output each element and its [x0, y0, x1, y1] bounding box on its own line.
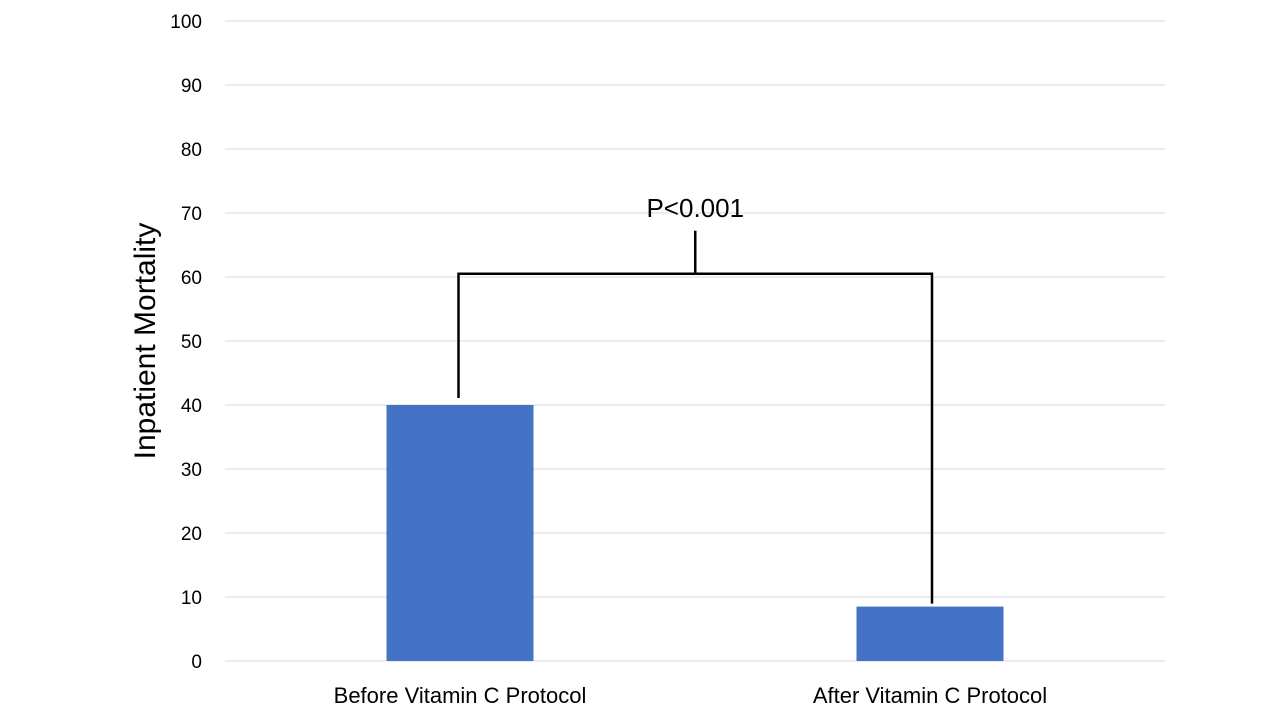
y-tick-label: 20	[181, 524, 202, 545]
y-axis-title: Inpatient Mortality	[129, 223, 162, 460]
y-tick-label: 90	[181, 76, 202, 97]
bar	[386, 405, 534, 661]
significance-bracket	[457, 230, 934, 604]
y-tick-label: 80	[181, 140, 202, 161]
x-axis-categories: Before Vitamin C Protocol After Vitamin C…	[334, 683, 1048, 708]
y-tick-label: 50	[181, 332, 202, 353]
x-category-label: After Vitamin C Protocol	[813, 683, 1047, 708]
x-category-label: Before Vitamin C Protocol	[334, 683, 587, 708]
y-axis-ticks: 0 10 20 30 40 50 60 70 80 90 100	[170, 12, 202, 673]
y-tick-label: 0	[191, 652, 202, 673]
p-value-label: P<0.001	[646, 193, 744, 223]
significance-annotation: P<0.001	[457, 193, 934, 604]
bar	[856, 606, 1004, 661]
bars	[386, 405, 1004, 661]
y-tick-label: 40	[181, 396, 202, 417]
gridlines	[225, 20, 1165, 662]
y-tick-label: 10	[181, 588, 202, 609]
y-tick-label: 60	[181, 268, 202, 289]
y-tick-label: 70	[181, 204, 202, 225]
y-tick-label: 100	[170, 12, 202, 33]
y-tick-label: 30	[181, 460, 202, 481]
